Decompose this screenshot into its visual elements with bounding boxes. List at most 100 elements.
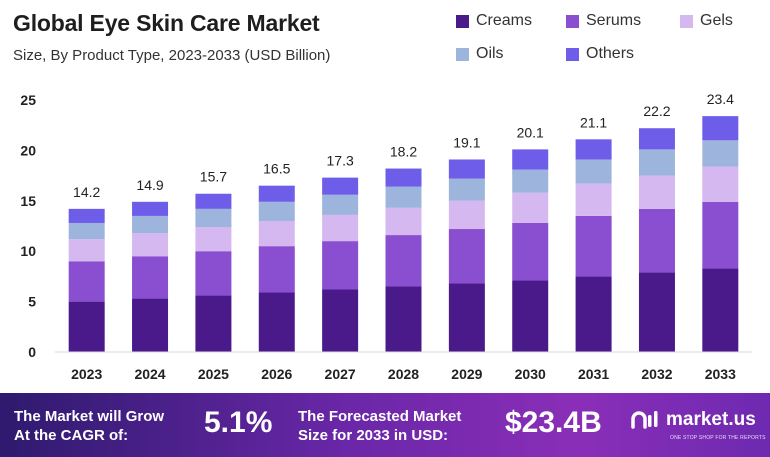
bar-segment-creams bbox=[512, 280, 549, 352]
bar-segment-others bbox=[195, 193, 232, 209]
bar-segment-oils bbox=[385, 186, 422, 208]
bar-total-label: 20.1 bbox=[517, 124, 544, 140]
chart-subtitle: Size, By Product Type, 2023-2033 (USD Bi… bbox=[13, 47, 331, 64]
bar-segment-oils bbox=[512, 169, 549, 193]
bar-total-label: 15.7 bbox=[200, 169, 227, 185]
x-tick-label: 2026 bbox=[261, 366, 292, 382]
legend-swatch-creams bbox=[456, 14, 469, 28]
bar-segment-others bbox=[258, 185, 295, 202]
bar-segment-creams bbox=[448, 283, 485, 352]
bar-segment-oils bbox=[258, 201, 295, 221]
bar-segment-gels bbox=[132, 233, 169, 257]
bar-segment-creams bbox=[575, 276, 612, 352]
bar-segment-others bbox=[702, 116, 739, 141]
bar-total-label: 23.4 bbox=[707, 91, 734, 107]
bar-segment-others bbox=[322, 177, 359, 195]
footer-banner: The Market will Grow At the CAGR of: 5.1… bbox=[0, 393, 770, 457]
bar-total-label: 14.2 bbox=[73, 184, 100, 200]
bar-segment-oils bbox=[702, 140, 739, 167]
bar-segment-serums bbox=[638, 208, 675, 273]
bar-segment-gels bbox=[575, 183, 612, 216]
bar-total-label: 17.3 bbox=[327, 153, 354, 169]
legend-swatch-gels bbox=[680, 14, 693, 28]
bar-total-label: 19.1 bbox=[453, 134, 480, 150]
stacked-bar-chart: 051015202514.2202314.9202415.7202516.520… bbox=[20, 91, 752, 382]
legend-swatch-others bbox=[566, 47, 579, 61]
bar-segment-oils bbox=[68, 222, 105, 240]
x-tick-label: 2023 bbox=[71, 366, 102, 382]
legend-swatch-oils bbox=[456, 47, 469, 61]
logo-tagline: ONE STOP SHOP FOR THE REPORTS bbox=[670, 435, 766, 441]
x-tick-label: 2031 bbox=[578, 366, 609, 382]
bar-segment-serums bbox=[575, 215, 612, 277]
logo-text: market.us bbox=[666, 409, 756, 430]
legend-item-creams: Creams bbox=[456, 12, 532, 30]
bar-segment-others bbox=[638, 128, 675, 150]
y-tick-label: 0 bbox=[28, 344, 36, 360]
x-tick-label: 2027 bbox=[325, 366, 356, 382]
bar-segment-serums bbox=[702, 201, 739, 269]
legend-label-serums: Serums bbox=[586, 12, 642, 29]
cagr-label-line1: The Market will Grow bbox=[14, 408, 165, 425]
legend-item-serums: Serums bbox=[566, 12, 641, 30]
bar-segment-gels bbox=[68, 239, 105, 262]
bar-segment-others bbox=[512, 149, 549, 170]
bar-segment-gels bbox=[385, 207, 422, 236]
bar-total-label: 18.2 bbox=[390, 144, 417, 160]
legend-label-others: Others bbox=[586, 45, 635, 62]
x-tick-label: 2025 bbox=[198, 366, 229, 382]
x-tick-label: 2028 bbox=[388, 366, 419, 382]
bar-segment-creams bbox=[638, 272, 675, 352]
bar-segment-gels bbox=[512, 192, 549, 223]
bar-segment-others bbox=[448, 159, 485, 179]
bar-total-label: 14.9 bbox=[136, 177, 163, 193]
forecast-label-line1: The Forecasted Market bbox=[298, 408, 462, 425]
cagr-label-line2: At the CAGR of: bbox=[14, 427, 129, 444]
bar-segment-oils bbox=[132, 215, 169, 234]
legend-label-oils: Oils bbox=[476, 45, 504, 62]
y-tick-label: 15 bbox=[20, 193, 36, 209]
bar-segment-serums bbox=[258, 246, 295, 293]
bar-segment-others bbox=[68, 208, 105, 223]
y-tick-label: 5 bbox=[28, 294, 36, 310]
x-tick-label: 2030 bbox=[515, 366, 546, 382]
y-tick-label: 20 bbox=[20, 142, 36, 158]
cagr-label: The Market will Grow At the CAGR of: bbox=[14, 407, 164, 445]
bar-segment-creams bbox=[322, 289, 359, 352]
bar-segment-creams bbox=[132, 298, 169, 352]
forecast-label-line2: Size for 2033 in USD: bbox=[298, 427, 449, 444]
bar-segment-oils bbox=[448, 178, 485, 201]
bar-segment-oils bbox=[575, 159, 612, 184]
chart-title: Global Eye Skin Care Market bbox=[13, 10, 320, 36]
bar-segment-serums bbox=[132, 256, 169, 299]
bar-segment-gels bbox=[702, 166, 739, 202]
legend-item-others: Others bbox=[566, 45, 634, 63]
y-tick-label: 10 bbox=[20, 243, 36, 259]
bar-segment-creams bbox=[68, 301, 105, 352]
market-us-logo: market.us bbox=[630, 409, 756, 431]
legend-swatch-serums bbox=[566, 14, 579, 28]
bar-segment-serums bbox=[68, 261, 105, 302]
y-tick-label: 25 bbox=[20, 92, 36, 108]
bar-total-label: 21.1 bbox=[580, 114, 607, 130]
legend-item-oils: Oils bbox=[456, 45, 504, 63]
legend-label-creams: Creams bbox=[476, 12, 533, 29]
bar-segment-gels bbox=[195, 227, 232, 252]
bar-segment-serums bbox=[448, 229, 485, 284]
forecast-label: The Forecasted Market Size for 2033 in U… bbox=[298, 407, 461, 445]
bar-segment-gels bbox=[322, 214, 359, 242]
bar-segment-creams bbox=[385, 286, 422, 352]
x-tick-label: 2029 bbox=[451, 366, 482, 382]
bar-segment-serums bbox=[195, 251, 232, 296]
bar-segment-gels bbox=[638, 175, 675, 209]
x-tick-label: 2032 bbox=[641, 366, 672, 382]
bar-total-label: 16.5 bbox=[263, 161, 290, 177]
bar-segment-serums bbox=[322, 241, 359, 290]
bar-segment-creams bbox=[195, 295, 232, 352]
bar-segment-oils bbox=[322, 194, 359, 215]
legend: Creams Serums Gels Oils Others bbox=[456, 12, 766, 72]
x-tick-label: 2033 bbox=[705, 366, 736, 382]
x-tick-label: 2024 bbox=[134, 366, 165, 382]
legend-item-gels: Gels bbox=[680, 12, 733, 30]
bar-segment-others bbox=[385, 168, 422, 187]
